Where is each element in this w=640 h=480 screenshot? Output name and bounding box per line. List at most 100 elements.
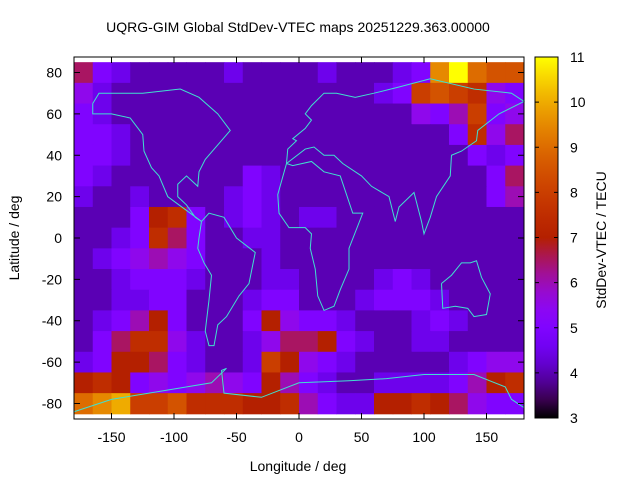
heatmap-cell: [224, 331, 244, 353]
heatmap-cell: [336, 331, 356, 353]
heatmap-cell: [355, 393, 375, 415]
heatmap-cell: [430, 186, 450, 208]
heatmap-cell: [411, 227, 431, 249]
heatmap-cell: [261, 248, 281, 270]
heatmap-cell: [261, 124, 281, 146]
heatmap-cell: [374, 393, 394, 415]
heatmap-cell: [299, 331, 319, 353]
heatmap-cell: [167, 289, 187, 311]
heatmap-cell: [205, 289, 225, 311]
colorbar-tick-label: 10: [570, 94, 586, 110]
heatmap-cell: [411, 289, 431, 311]
heatmap-cell: [205, 82, 225, 105]
heatmap-cell: [130, 206, 150, 229]
coastline: [286, 78, 525, 236]
heatmap-cell: [167, 103, 187, 125]
heatmap-cell: [167, 248, 187, 270]
heatmap-cell: [355, 165, 375, 187]
heatmap-cell: [467, 103, 487, 125]
heatmap-cell: [486, 393, 506, 415]
heatmap-cell: [467, 144, 487, 167]
coastline: [277, 160, 364, 312]
heatmap-cell: [317, 331, 337, 353]
heatmap-cell: [317, 310, 337, 332]
heatmap-cell: [392, 227, 412, 249]
heatmap-cell: [167, 269, 187, 291]
heatmap-cell: [317, 206, 337, 229]
heatmap-cell: [505, 124, 525, 146]
heatmap-cell: [374, 248, 394, 270]
heatmap-cell: [467, 310, 487, 332]
heatmap-cell: [111, 310, 131, 332]
heatmap-cell: [261, 331, 281, 353]
heatmap-cell: [149, 289, 169, 311]
heatmap-cell: [374, 206, 394, 229]
colorbar-tick-label: 3: [570, 410, 578, 426]
heatmap-cell: [411, 351, 431, 373]
heatmap-cell: [205, 227, 225, 249]
heatmap-cell: [280, 227, 300, 249]
heatmap-cell: [299, 269, 319, 291]
heatmap-cell: [430, 372, 450, 394]
heatmap-cell: [336, 248, 356, 270]
heatmap-cell: [149, 351, 169, 373]
heatmap-cell: [317, 351, 337, 373]
heatmap-cell: [130, 124, 150, 146]
heatmap-cell: [280, 144, 300, 167]
heatmap-cell: [92, 124, 112, 146]
heatmap-cell: [299, 227, 319, 249]
heatmap-cell: [449, 124, 469, 146]
heatmap-cell: [205, 351, 225, 373]
heatmap-cell: [392, 248, 412, 270]
heatmap-cell: [186, 351, 206, 373]
heatmap-cell: [336, 372, 356, 394]
heatmap-cell: [242, 206, 262, 229]
heatmap-cell: [280, 351, 300, 373]
heatmap-cell: [186, 144, 206, 167]
heatmap-cell: [336, 351, 356, 373]
heatmap-cell: [467, 186, 487, 208]
heatmap-cell: [430, 144, 450, 167]
heatmap-cell: [486, 186, 506, 208]
heatmap-cell: [505, 227, 525, 249]
heatmap-cell: [467, 269, 487, 291]
heatmap-cell: [449, 289, 469, 311]
heatmap-cell: [374, 331, 394, 353]
heatmap-cell: [261, 351, 281, 373]
heatmap-cell: [74, 351, 94, 373]
y-tick-label: -40: [42, 313, 62, 329]
heatmap-cell: [92, 165, 112, 187]
heatmap-cell: [167, 124, 187, 146]
heatmap-cell: [411, 165, 431, 187]
heatmap-cell: [149, 82, 169, 105]
heatmap-cell: [392, 310, 412, 332]
heatmap-cell: [355, 62, 375, 84]
heatmap-cell: [486, 289, 506, 311]
heatmap-cell: [355, 331, 375, 353]
heatmap-cell: [317, 372, 337, 394]
heatmap-cell: [261, 206, 281, 229]
heatmap-cell: [486, 206, 506, 229]
heatmap-cell: [299, 82, 319, 105]
heatmap-cell: [242, 103, 262, 125]
heatmap-cell: [242, 62, 262, 84]
heatmap-cell: [505, 331, 525, 353]
heatmap-cell: [74, 248, 94, 270]
heatmap-cell: [449, 227, 469, 249]
heatmap-cell: [392, 206, 412, 229]
heatmap-cell: [467, 393, 487, 415]
heatmap-cell: [336, 165, 356, 187]
heatmap-cell: [261, 62, 281, 84]
heatmap-cell: [486, 331, 506, 353]
heatmap-cell: [242, 331, 262, 353]
heatmap-cell: [224, 289, 244, 311]
heatmap-cell: [411, 62, 431, 84]
heatmap-cell: [374, 310, 394, 332]
heatmap-cell: [299, 351, 319, 373]
heatmap-cell: [111, 144, 131, 167]
heatmap-cell: [205, 186, 225, 208]
heatmap-cell: [355, 351, 375, 373]
heatmap-cell: [167, 62, 187, 84]
heatmap-cell: [186, 165, 206, 187]
heatmap-cell: [186, 310, 206, 332]
